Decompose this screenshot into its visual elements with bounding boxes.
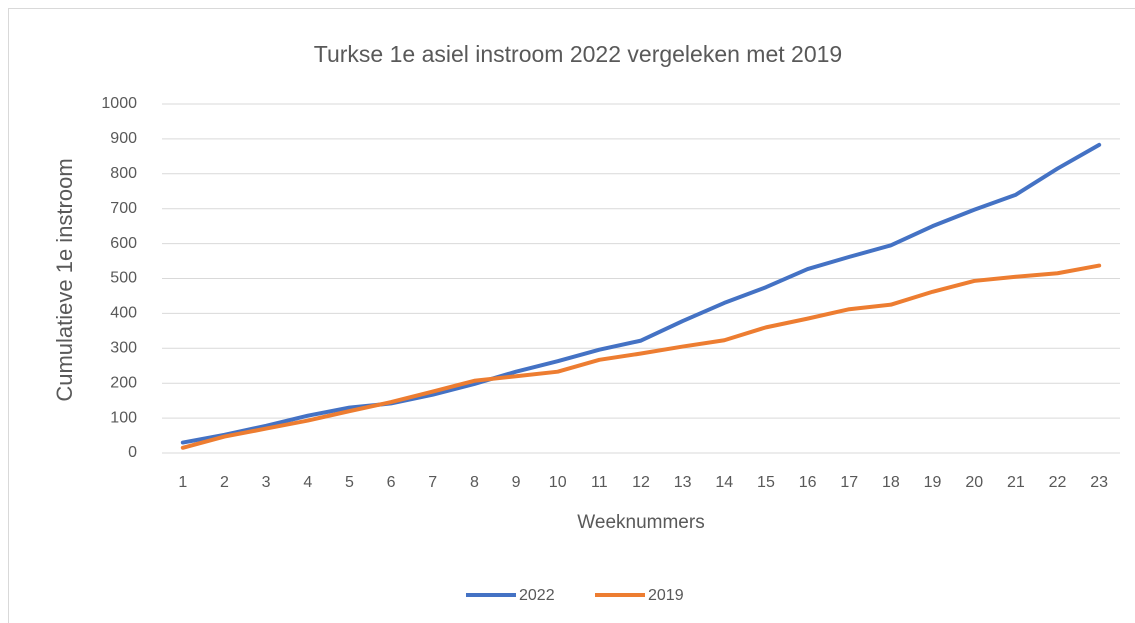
y-tick-label: 700 [110,200,137,217]
legend-label: 2022 [519,587,555,604]
y-tick-label: 600 [110,235,137,252]
y-tick-label: 100 [110,409,137,426]
line-series [180,142,1102,445]
x-tick-label: 23 [1090,474,1108,491]
y-axis-title: Cumulatieve 1e instroom [52,158,77,401]
x-tick-label: 20 [965,474,983,491]
x-tick-label: 4 [303,474,312,491]
x-tick-label: 5 [345,474,354,491]
x-tick-label: 17 [840,474,858,491]
x-tick-label: 6 [387,474,396,491]
x-tick-label: 22 [1049,474,1067,491]
x-tick-label: 18 [882,474,900,491]
y-tick-label: 0 [128,444,137,461]
x-tick-label: 15 [757,474,775,491]
x-tick-label: 13 [674,474,692,491]
line-series [180,263,1102,450]
x-tick-label: 19 [924,474,942,491]
x-tick-label: 3 [262,474,271,491]
y-tick-label: 500 [110,270,137,287]
y-tick-label: 300 [110,340,137,357]
x-tick-label: 21 [1007,474,1025,491]
x-tick-label: 2 [220,474,229,491]
x-tick-label: 1 [178,474,187,491]
x-axis-title: Weeknummers [577,512,704,533]
y-tick-label: 200 [110,374,137,391]
x-tick-label: 12 [632,474,650,491]
x-tick-label: 8 [470,474,479,491]
x-tick-label: 9 [512,474,521,491]
x-tick-label: 14 [715,474,733,491]
chart-title: Turkse 1e asiel instroom 2022 vergeleken… [314,41,842,67]
legend-label: 2019 [648,587,684,604]
y-tick-label: 800 [110,165,137,182]
x-tick-label: 16 [799,474,817,491]
y-tick-label: 400 [110,305,137,322]
chart-border [8,8,1135,623]
x-tick-label: 7 [428,474,437,491]
x-tick-label: 10 [549,474,567,491]
y-tick-label: 900 [110,130,137,147]
y-tick-label: 1000 [101,95,137,112]
x-tick-label: 11 [591,474,608,491]
